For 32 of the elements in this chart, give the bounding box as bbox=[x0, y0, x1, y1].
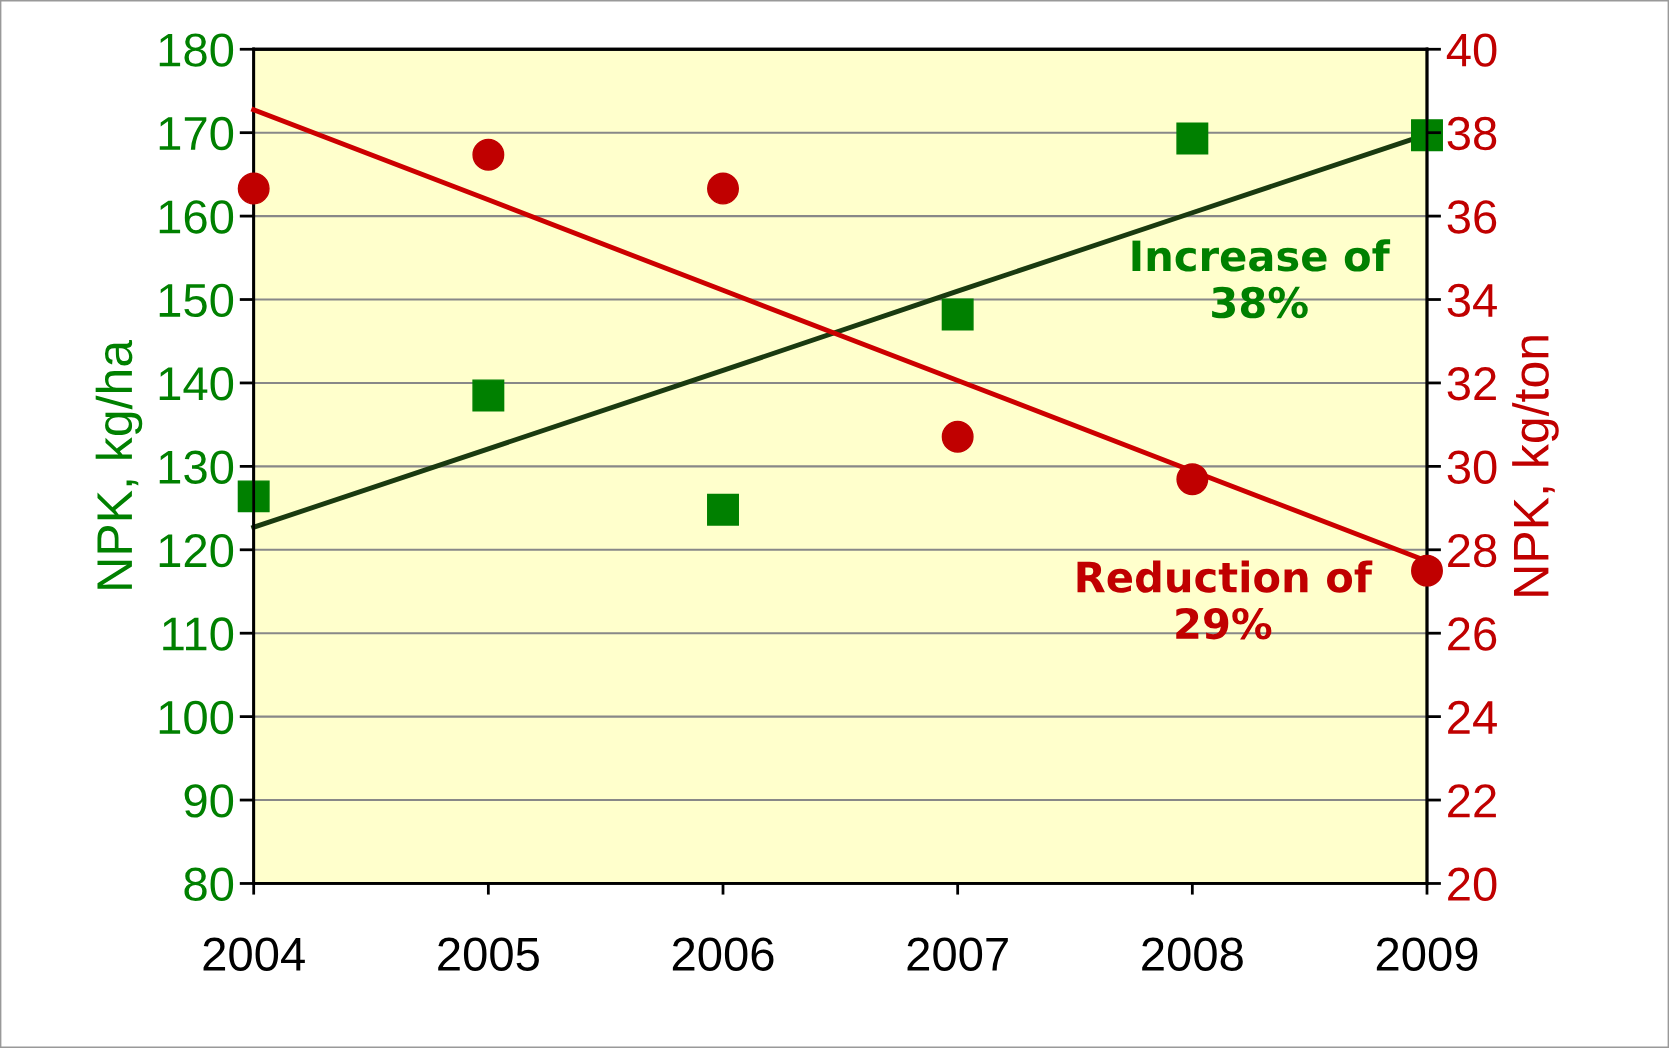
y2-tick-label: 22 bbox=[1448, 784, 1496, 818]
y-tick-label: 140 bbox=[159, 367, 234, 401]
y-tick-label: 180 bbox=[159, 33, 234, 67]
y-tick-label: 130 bbox=[159, 450, 234, 484]
y2-tick-label: 24 bbox=[1448, 700, 1497, 734]
y2-tick-label: 32 bbox=[1447, 367, 1496, 401]
y2-tick-label: 26 bbox=[1448, 617, 1497, 651]
y-tick-label: 100 bbox=[159, 700, 234, 735]
y-tick-label: 120 bbox=[159, 533, 234, 568]
x-tick-label: 2007 bbox=[907, 937, 1008, 971]
y-tick-label: 170 bbox=[159, 116, 234, 151]
x-tick-label: 2005 bbox=[438, 937, 539, 971]
y2-tick-label: 38 bbox=[1447, 116, 1497, 151]
y-tick-label: 80 bbox=[184, 867, 234, 902]
y2-axis-title: NPK, kg/ton bbox=[1512, 336, 1559, 596]
y2-tick-label: 20 bbox=[1448, 867, 1497, 902]
y-tick-label: 110 bbox=[163, 617, 234, 651]
y2-tick-label: 40 bbox=[1446, 33, 1497, 67]
x-tick-label: 2008 bbox=[1142, 937, 1243, 971]
y-tick-label: 90 bbox=[184, 784, 234, 818]
annotation: Reduction of 29% bbox=[1077, 560, 1373, 640]
x-tick-label: 2006 bbox=[672, 937, 774, 971]
y-tick-label: 160 bbox=[159, 200, 234, 234]
annotation: Increase of 38% bbox=[1132, 239, 1391, 319]
y2-tick-label: 34 bbox=[1447, 283, 1497, 318]
y-axis-title: NPK, kg/ha bbox=[95, 339, 143, 589]
x-tick-label: 2004 bbox=[203, 937, 305, 971]
y2-tick-label: 30 bbox=[1447, 450, 1497, 484]
x-tick-label: 2009 bbox=[1376, 937, 1478, 971]
y2-tick-label: 36 bbox=[1447, 200, 1497, 234]
y2-tick-label: 28 bbox=[1448, 533, 1497, 568]
y-tick-label: 150 bbox=[159, 283, 234, 318]
